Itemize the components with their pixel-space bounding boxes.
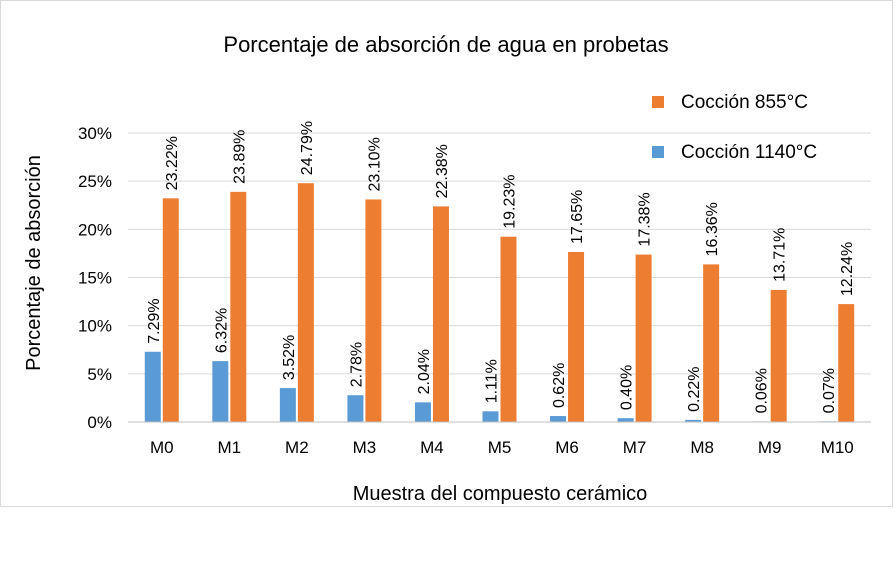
data-label: 24.79% [299, 121, 316, 175]
bar-coccion-1140-m0 [144, 351, 161, 422]
x-axis-title: Muestra del compuesto cerámico [353, 483, 648, 505]
bar-coccion-855-m3 [365, 199, 382, 422]
data-label: 23.89% [231, 130, 248, 184]
legend-swatch [652, 96, 664, 108]
data-label: 0.40% [619, 365, 636, 410]
data-label: 17.38% [637, 192, 654, 246]
data-label: 0.62% [551, 363, 568, 408]
bar-coccion-1140-m4 [414, 402, 431, 422]
y-tick-label: 10% [78, 317, 112, 336]
axes: 0% 5% 10% 15% 20% 25% 30% M0 M1 M2 M3 M4 M5 M6 M7 M8 M9 M… [78, 124, 871, 457]
data-label: 0.06% [754, 368, 771, 413]
y-tick-label: 20% [78, 220, 112, 239]
data-label: 23.22% [164, 136, 181, 190]
bar-coccion-855-m7 [635, 254, 652, 422]
data-label: 23.10% [366, 137, 383, 191]
x-tick-label: M7 [623, 438, 647, 457]
y-tick-label: 30% [78, 124, 112, 143]
bar-coccion-1140-m7 [617, 418, 634, 422]
data-labels: 7.29% 23.22% 6.32% 23.89% 3.52% 24.79% 2.78% 23… [146, 121, 856, 413]
data-label: 0.07% [821, 368, 838, 413]
bar-coccion-855-m5 [500, 236, 517, 422]
bars [144, 183, 855, 422]
x-tick-label: M4 [420, 438, 444, 457]
data-label: 7.29% [146, 298, 163, 343]
bar-coccion-855-m4 [432, 206, 449, 422]
legend-label: Cocción 1140°C [681, 142, 817, 163]
legend: Cocción 855°C Cocción 1140°C [652, 92, 817, 163]
y-tick-label: 0% [87, 413, 112, 432]
data-label: 1.11% [484, 359, 501, 403]
bar-coccion-1140-m2 [279, 388, 296, 422]
gridlines [128, 132, 871, 375]
bar-coccion-1140-m1 [212, 361, 229, 422]
bar-coccion-855-m2 [297, 183, 314, 422]
legend-swatch [652, 146, 664, 158]
x-tick-label: M1 [218, 438, 242, 457]
x-tick-label: M8 [690, 438, 714, 457]
data-label: 22.38% [434, 144, 451, 198]
bar-coccion-1140-m8 [685, 419, 702, 422]
y-tick-label: 25% [78, 172, 112, 191]
y-tick-label: 15% [78, 269, 112, 288]
chart-frame: Porcentaje de absorción de agua en probe… [0, 0, 893, 507]
bar-coccion-855-m6 [568, 251, 585, 422]
bar-coccion-855-m9 [770, 289, 787, 422]
data-label: 12.24% [839, 242, 856, 296]
data-label: 3.52% [281, 335, 298, 380]
bar-coccion-855-m1 [230, 191, 247, 422]
bar-coccion-1140-m6 [550, 416, 567, 422]
x-tick-label: M2 [285, 438, 309, 457]
x-tick-label: M0 [150, 438, 174, 457]
chart-title: Porcentaje de absorción de agua en probe… [223, 32, 668, 57]
bar-coccion-855-m10 [838, 304, 855, 422]
data-label: 16.36% [704, 202, 721, 256]
data-label: 19.23% [502, 174, 519, 228]
data-label: 2.78% [348, 342, 365, 387]
x-tick-label: M6 [555, 438, 579, 457]
x-tick-label: M3 [353, 438, 377, 457]
x-tick-label: M9 [758, 438, 782, 457]
legend-label: Cocción 855°C [681, 92, 808, 113]
bar-coccion-855-m0 [162, 198, 179, 422]
data-label: 17.65% [569, 190, 586, 244]
data-label: 13.71% [772, 228, 789, 282]
y-axis-title: Porcentaje de absorción [23, 155, 45, 371]
bar-coccion-855-m8 [703, 264, 720, 422]
data-label: 6.32% [213, 308, 230, 353]
data-label: 2.04% [416, 349, 433, 394]
chart-svg: Porcentaje de absorción de agua en probe… [23, 32, 871, 505]
bar-coccion-1140-m5 [482, 411, 499, 422]
bar-coccion-1140-m3 [347, 395, 364, 422]
x-tick-label: M10 [821, 438, 854, 457]
x-tick-label: M5 [488, 438, 512, 457]
data-label: 0.22% [686, 367, 703, 412]
y-tick-label: 5% [87, 365, 112, 384]
